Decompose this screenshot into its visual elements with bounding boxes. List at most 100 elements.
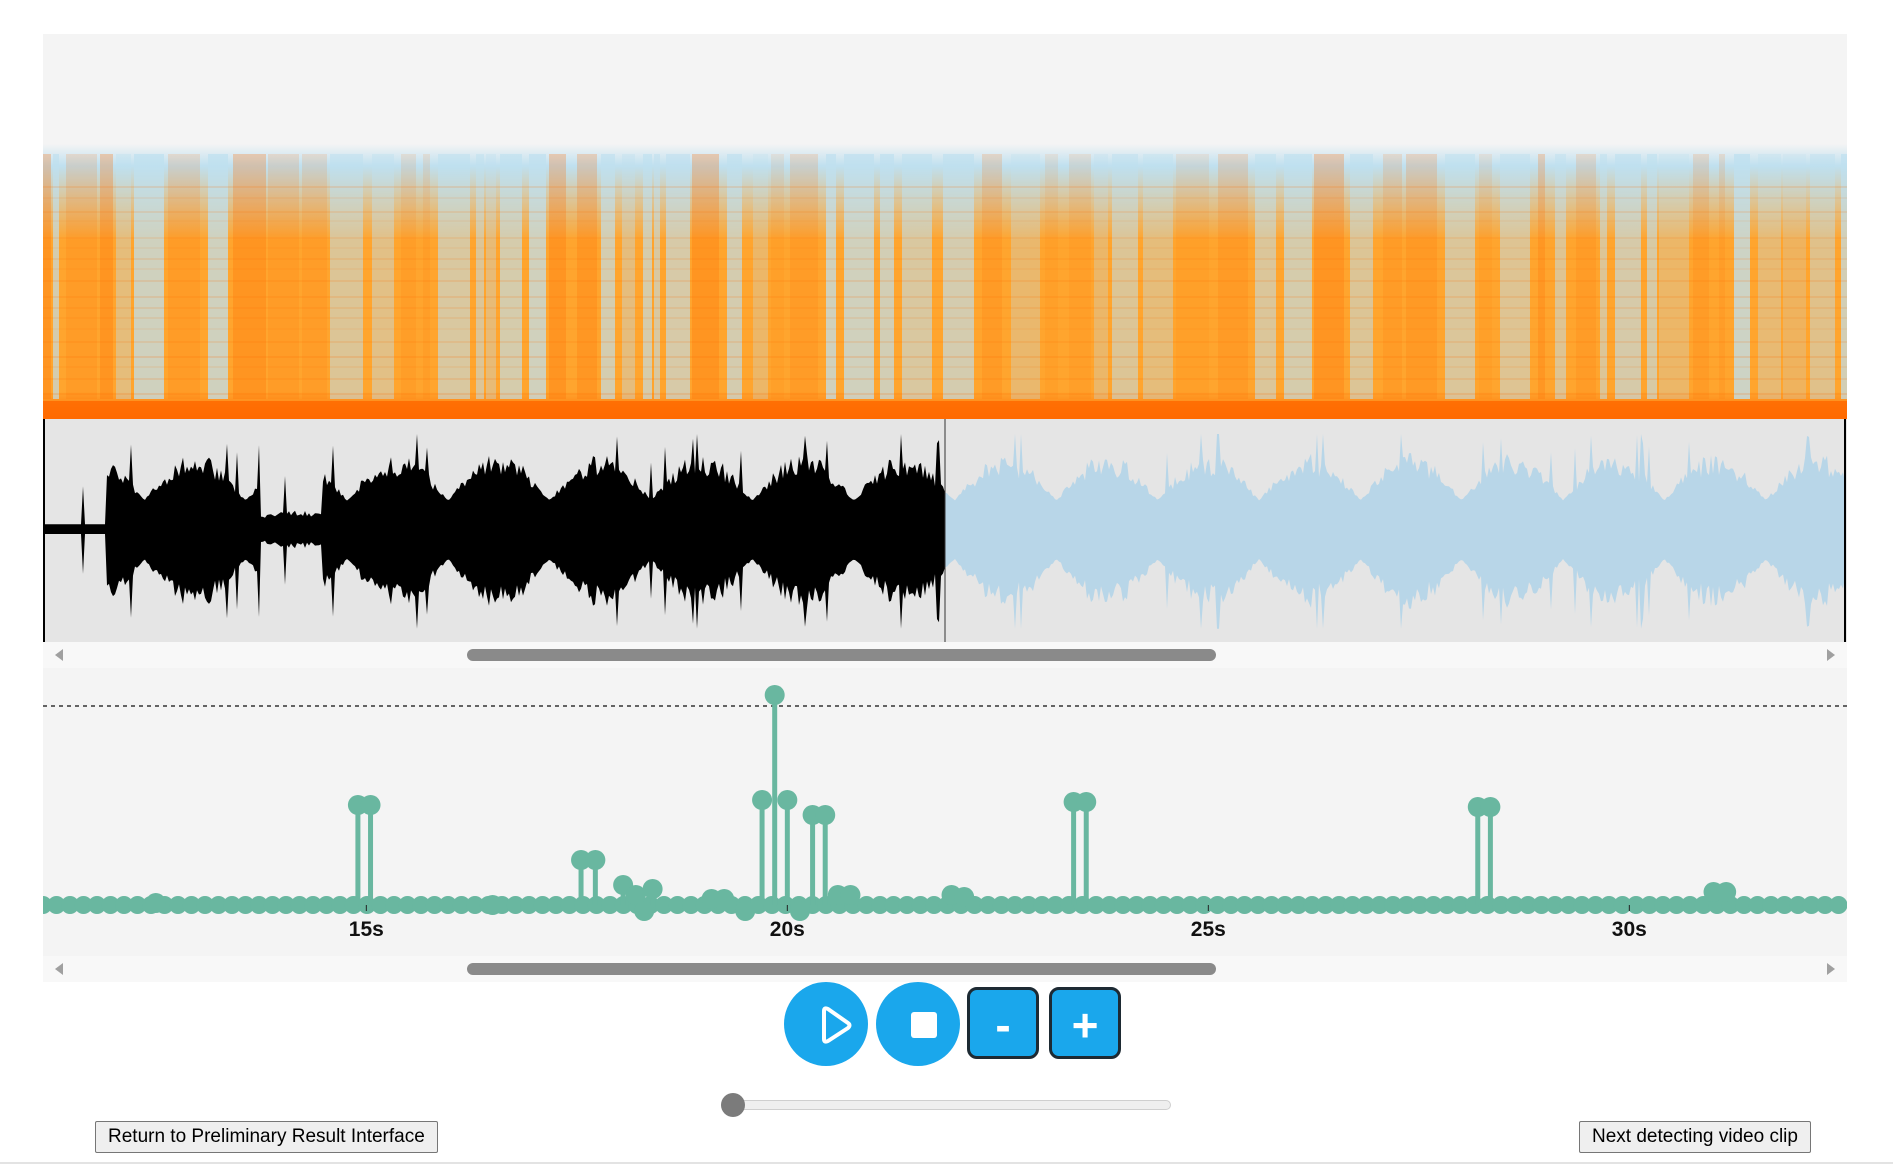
stem-dot xyxy=(304,896,322,914)
scroll-right-arrow[interactable] xyxy=(1827,649,1835,661)
stem-dot xyxy=(911,896,930,914)
stem-peak xyxy=(642,879,663,899)
scroll-right-arrow[interactable] xyxy=(1827,963,1835,975)
stem-dot xyxy=(1397,896,1416,914)
stem-dot xyxy=(1694,896,1713,914)
stem-dot xyxy=(1627,896,1645,914)
stem-dot xyxy=(979,896,997,914)
stem-dot xyxy=(1573,896,1591,914)
stem-dot xyxy=(1087,896,1105,914)
stem-dot xyxy=(452,896,471,914)
play-button[interactable] xyxy=(784,982,868,1066)
stem-dot xyxy=(533,896,552,914)
stem-peak xyxy=(815,805,836,825)
stem-dot xyxy=(371,896,390,914)
stem-dot xyxy=(209,896,228,914)
waveform-image[interactable] xyxy=(43,419,1847,642)
stem-peak xyxy=(1076,792,1097,812)
detection-score-plot: 15s 20s 25s 30s xyxy=(43,668,1847,956)
stem-peak xyxy=(625,885,646,905)
stem-dot xyxy=(1357,896,1375,914)
plot-scrollbar[interactable] xyxy=(43,956,1847,982)
stem-dot xyxy=(1249,896,1267,914)
stem-dot xyxy=(331,896,349,914)
stem-peak xyxy=(634,901,655,921)
stem-dot xyxy=(1748,896,1767,914)
stem-dot xyxy=(1127,896,1146,914)
stem-dot xyxy=(898,896,916,914)
stem-dot xyxy=(1114,896,1132,914)
stem-dot xyxy=(169,896,187,914)
stem-dot xyxy=(682,896,700,914)
stem-peak xyxy=(789,901,810,921)
next-clip-button[interactable]: Next detecting video clip xyxy=(1579,1121,1811,1153)
waveform-scrollbar[interactable] xyxy=(43,642,1847,668)
scroll-left-arrow[interactable] xyxy=(55,649,63,661)
x-tick-label: 15s xyxy=(349,918,384,941)
stem-dot xyxy=(1546,896,1564,914)
stem-peak xyxy=(1480,797,1501,817)
stem-dot xyxy=(1667,896,1686,914)
playback-slider[interactable] xyxy=(721,1093,1171,1117)
stem-dot xyxy=(466,896,484,914)
play-icon xyxy=(822,1006,852,1044)
stem-dot xyxy=(1600,896,1618,914)
stem-dot xyxy=(547,896,565,914)
stem-dot xyxy=(425,896,444,914)
stem-dot xyxy=(668,896,687,914)
stem-dot xyxy=(1829,896,1847,914)
waveform[interactable] xyxy=(43,419,1847,642)
stem-dot xyxy=(385,896,403,914)
stem-dot xyxy=(236,896,255,914)
stem-dot xyxy=(601,896,619,914)
stem-dot xyxy=(1559,896,1578,914)
stem-dot xyxy=(115,896,133,914)
stem-dot xyxy=(1384,896,1402,914)
stem-peak xyxy=(840,885,861,905)
stem-dot xyxy=(1316,896,1335,914)
stem-dot xyxy=(1586,896,1605,914)
stem-dot xyxy=(1775,896,1794,914)
stem-dot xyxy=(1789,896,1807,914)
stem-dot xyxy=(277,896,295,914)
return-button[interactable]: Return to Preliminary Result Interface xyxy=(95,1121,438,1153)
stop-icon xyxy=(911,1012,937,1038)
stem-dot xyxy=(101,896,120,914)
stop-button[interactable] xyxy=(876,982,960,1066)
scrollbar-thumb[interactable] xyxy=(467,649,1216,661)
stem-dot xyxy=(871,896,889,914)
stem-dot xyxy=(1613,896,1632,914)
stem-peak xyxy=(954,887,975,907)
zoom-out-button[interactable]: - xyxy=(967,987,1039,1059)
stem-dot xyxy=(1424,896,1443,914)
stem-dot xyxy=(992,896,1011,914)
stem-dot xyxy=(1370,896,1389,914)
stem-plot: 15s 20s 25s 30s xyxy=(43,685,1847,941)
scrollbar-thumb[interactable] xyxy=(467,963,1216,975)
slider-handle[interactable] xyxy=(721,1093,745,1117)
stem-dot xyxy=(1276,896,1294,914)
stem-dot xyxy=(1154,896,1173,914)
playback-controls: - + xyxy=(0,980,1893,1068)
stem-dot xyxy=(1222,896,1240,914)
zoom-in-button[interactable]: + xyxy=(1049,987,1121,1059)
stem-peak xyxy=(145,893,166,913)
x-tick-label: 25s xyxy=(1191,918,1226,941)
stem-peak xyxy=(777,790,798,810)
stem-dot xyxy=(263,896,282,914)
stem-dot xyxy=(1141,896,1159,914)
stem-dot xyxy=(1033,896,1051,914)
spectrogram-image xyxy=(43,144,1847,419)
slider-track[interactable] xyxy=(721,1100,1171,1110)
stem-peak xyxy=(571,850,592,870)
stem-dot xyxy=(1303,896,1321,914)
stem-peak xyxy=(735,901,756,921)
stem-dot xyxy=(506,896,525,914)
stem-dot xyxy=(182,896,201,914)
stem-dot xyxy=(857,896,876,914)
stem-dot xyxy=(1505,896,1524,914)
waveform-unplayed xyxy=(945,434,1845,629)
stem-dot xyxy=(925,896,943,914)
stem-peak xyxy=(482,895,503,915)
scroll-left-arrow[interactable] xyxy=(55,963,63,975)
